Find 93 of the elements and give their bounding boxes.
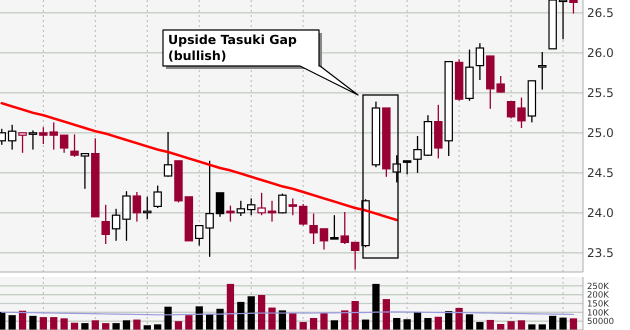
bar bbox=[8, 315, 16, 330]
bar bbox=[559, 318, 567, 330]
bar bbox=[102, 323, 110, 330]
bar bbox=[112, 323, 120, 330]
y-tick-label: 200K bbox=[587, 290, 610, 301]
bar bbox=[196, 306, 203, 330]
annotation: Upside Tasuki Gap (bullish) bbox=[168, 32, 297, 63]
bar bbox=[92, 320, 99, 330]
candlestick bbox=[226, 204, 235, 222]
candlestick bbox=[39, 126, 48, 145]
candlestick bbox=[216, 192, 224, 218]
bar bbox=[528, 324, 536, 330]
candlestick bbox=[143, 196, 152, 220]
candlestick bbox=[569, 0, 578, 14]
bar bbox=[486, 320, 494, 330]
y-tick-label: 23.5 bbox=[587, 246, 614, 260]
candlestick bbox=[132, 191, 142, 222]
bar bbox=[81, 323, 89, 330]
bar bbox=[133, 320, 141, 330]
bar bbox=[185, 315, 192, 330]
candlestick bbox=[122, 190, 131, 242]
candlestick bbox=[70, 134, 79, 158]
candlestick bbox=[476, 42, 484, 81]
candlestick bbox=[350, 242, 360, 270]
bar bbox=[237, 302, 244, 330]
candlestick bbox=[80, 152, 90, 190]
bar bbox=[50, 317, 58, 330]
y-tick-label: 24.5 bbox=[587, 166, 614, 180]
candlestick bbox=[538, 51, 546, 90]
bar bbox=[174, 321, 182, 330]
candlestick bbox=[257, 192, 266, 216]
bar bbox=[393, 318, 400, 330]
candlestick bbox=[164, 131, 172, 178]
candlestick bbox=[278, 192, 287, 214]
bar bbox=[226, 284, 234, 330]
candlestick bbox=[112, 208, 120, 242]
bar bbox=[60, 318, 68, 330]
candlestick bbox=[298, 203, 308, 226]
bar bbox=[289, 312, 296, 330]
bar bbox=[476, 322, 484, 330]
bar bbox=[40, 317, 47, 330]
bar bbox=[403, 319, 411, 330]
y-tick-label: 250K bbox=[587, 282, 610, 292]
y-tick-label: 150K bbox=[587, 299, 610, 310]
bar bbox=[372, 284, 380, 330]
bar bbox=[362, 320, 370, 330]
bar bbox=[18, 310, 26, 330]
bar bbox=[300, 322, 307, 330]
bar bbox=[414, 312, 422, 330]
candlestick bbox=[236, 200, 246, 217]
bar bbox=[382, 299, 390, 330]
bar bbox=[341, 310, 348, 330]
candlestick bbox=[288, 198, 298, 216]
y-tick-label: 25.0 bbox=[587, 126, 614, 140]
bar bbox=[507, 321, 515, 330]
y-tick-label: 26.5 bbox=[587, 6, 614, 20]
bar bbox=[258, 295, 266, 330]
candlestick bbox=[205, 160, 214, 258]
candlestick bbox=[49, 122, 58, 150]
candlestick bbox=[8, 124, 16, 150]
candlestick bbox=[195, 224, 204, 246]
bar bbox=[434, 316, 442, 330]
y-tick-label: 25.5 bbox=[587, 86, 614, 100]
bar bbox=[497, 324, 504, 330]
bar bbox=[538, 324, 546, 330]
y-tick-label: 50000 bbox=[587, 317, 614, 328]
bar bbox=[154, 324, 162, 330]
bar bbox=[330, 320, 338, 330]
candlestick bbox=[268, 200, 276, 222]
bar bbox=[268, 308, 276, 330]
bar bbox=[144, 325, 151, 330]
candlestick bbox=[402, 160, 412, 176]
bar bbox=[29, 316, 37, 330]
bar bbox=[206, 314, 214, 330]
candlestick bbox=[496, 75, 505, 94]
y-tick-label: 100K bbox=[587, 308, 610, 318]
bar bbox=[549, 316, 556, 330]
bar bbox=[310, 318, 318, 330]
candlestick bbox=[60, 134, 68, 154]
candlestick bbox=[153, 184, 162, 209]
candlestick bbox=[101, 204, 110, 245]
bar bbox=[352, 301, 359, 330]
candlestick bbox=[330, 214, 339, 240]
bar bbox=[248, 296, 255, 330]
candlestick bbox=[246, 198, 256, 216]
bar bbox=[466, 314, 474, 330]
bar bbox=[424, 318, 432, 330]
bar bbox=[445, 311, 452, 330]
y-tick-label: 24.0 bbox=[587, 206, 614, 220]
line-series bbox=[0, 102, 398, 222]
bar bbox=[570, 318, 578, 330]
y-tick-label: 26.0 bbox=[587, 46, 614, 60]
candlestick bbox=[340, 211, 350, 245]
